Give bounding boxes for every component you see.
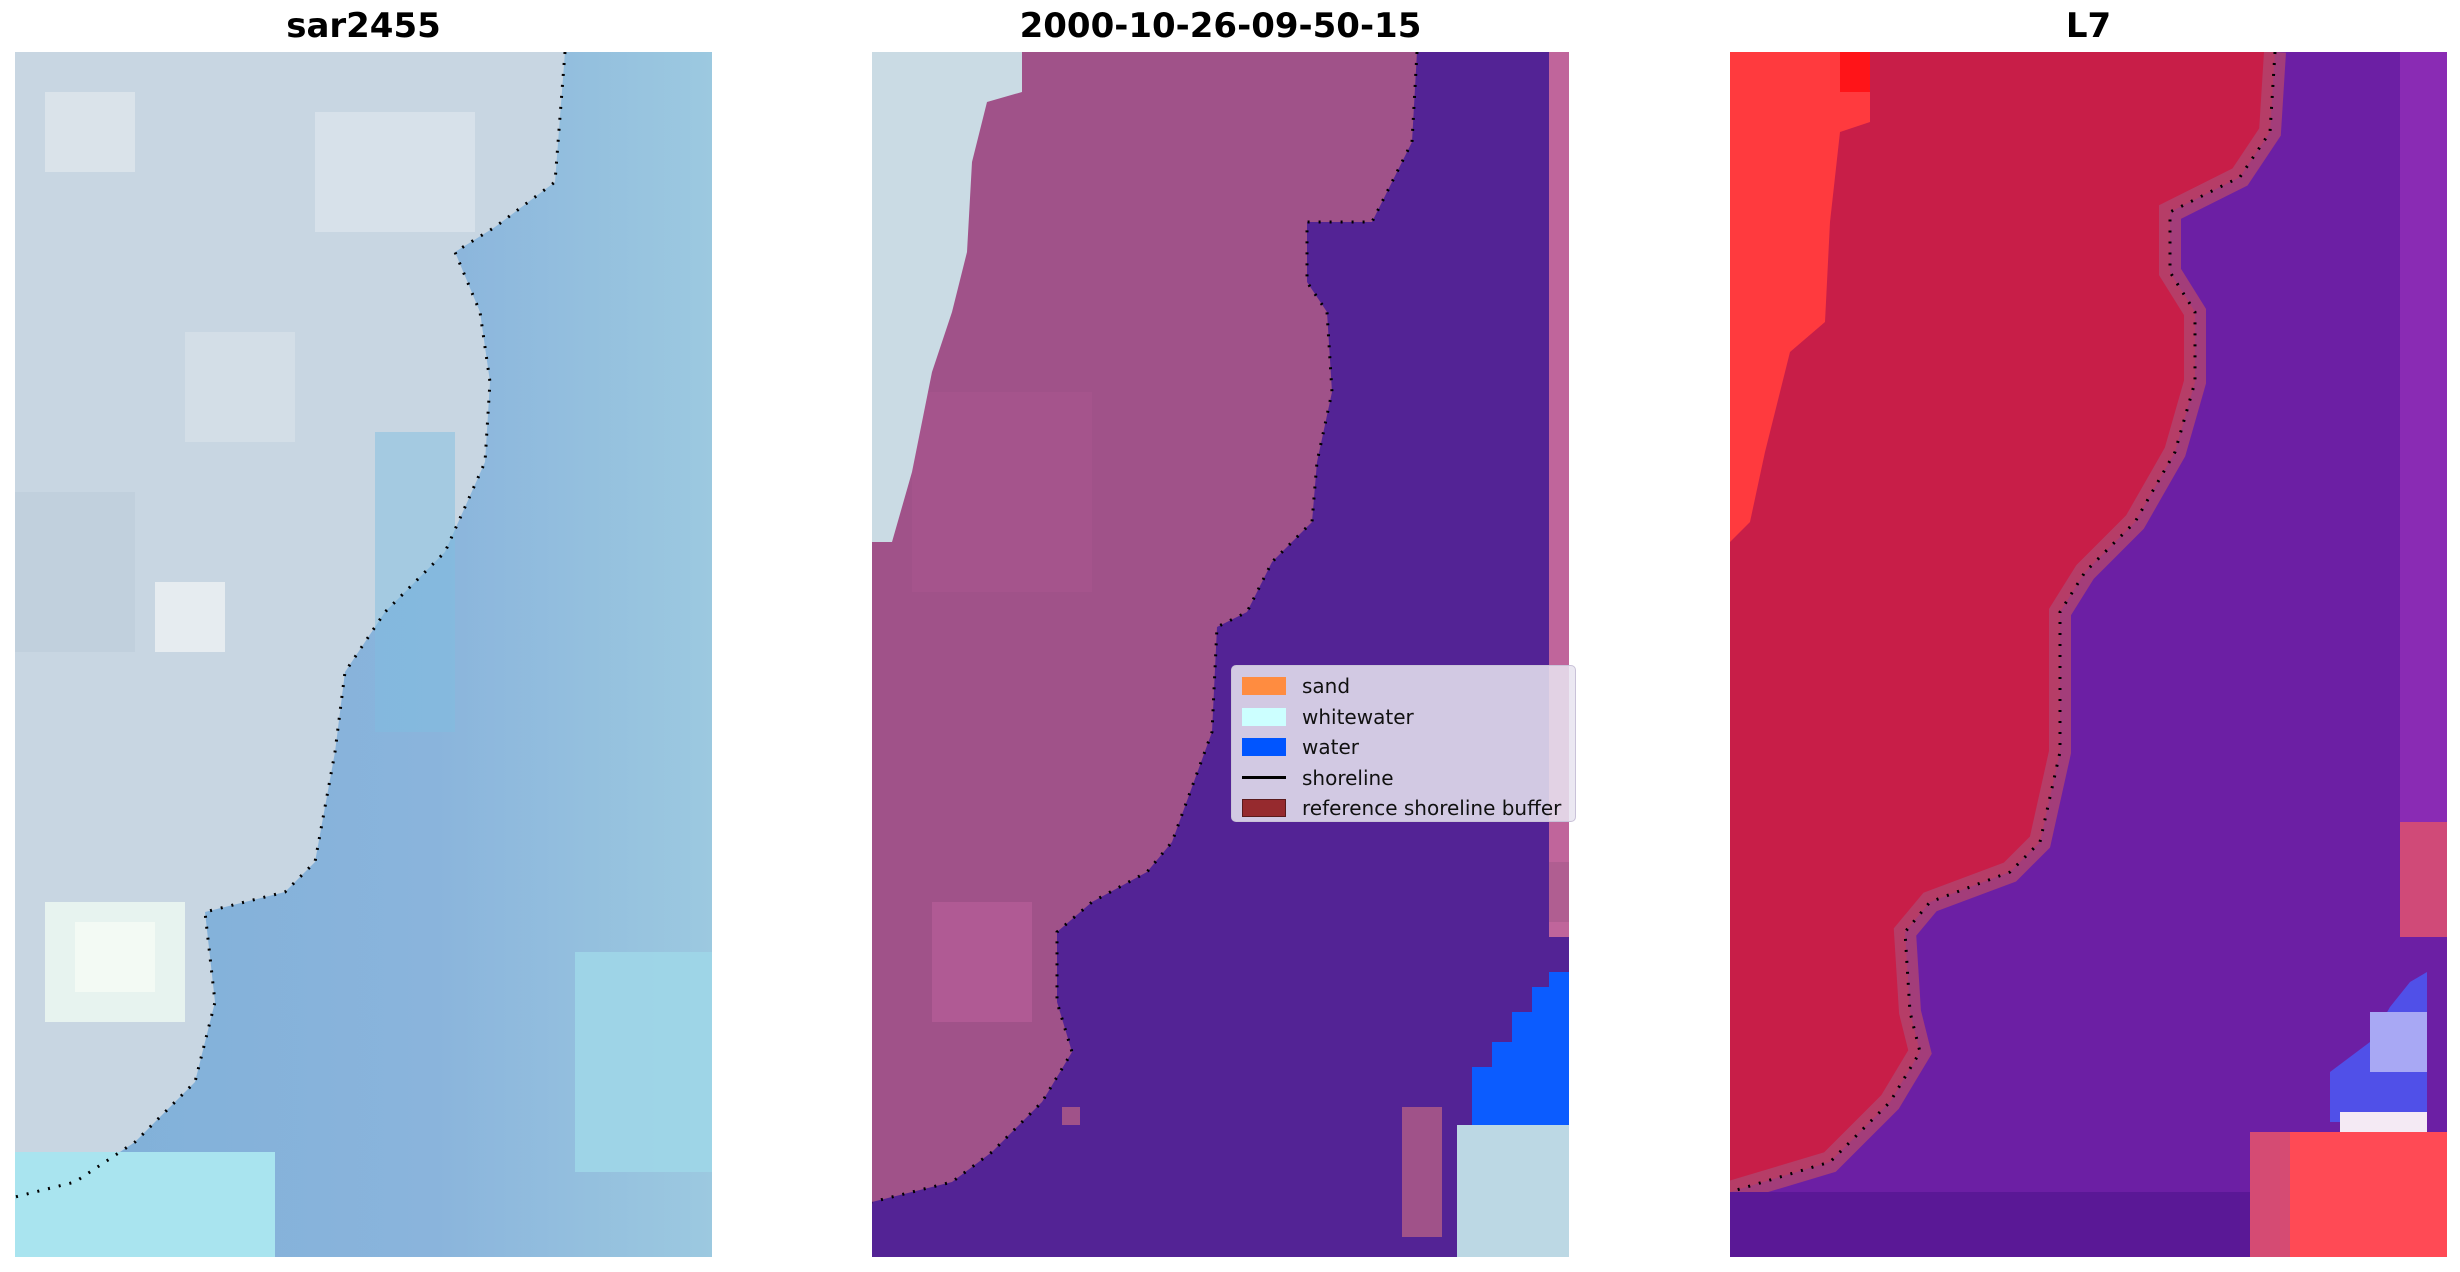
legend-label: reference shoreline buffer — [1302, 796, 1562, 821]
sar-image — [15, 52, 712, 1257]
l7-image — [1730, 52, 2447, 1257]
legend-label: whitewater — [1302, 704, 1414, 729]
sar-image-panel — [15, 52, 712, 1257]
panel-title-sar: sar2455 — [286, 6, 441, 46]
panel-title-date: 2000-10-26-09-50-15 — [1019, 6, 1422, 46]
legend-item-sand: sand — [1242, 671, 1565, 702]
legend-item-buffer: reference shoreline buffer — [1242, 793, 1565, 824]
legend-label: shoreline — [1302, 765, 1394, 790]
legend-swatch-shoreline — [1242, 776, 1286, 780]
legend: sand whitewater water shoreline referenc… — [1231, 665, 1576, 822]
classified-image-panel — [872, 52, 1569, 1257]
legend-item-shoreline: shoreline — [1242, 763, 1565, 794]
legend-item-water: water — [1242, 732, 1565, 763]
classified-image — [872, 52, 1569, 1257]
legend-swatch-water — [1242, 738, 1286, 757]
legend-item-whitewater: whitewater — [1242, 702, 1565, 733]
panel-title-l7: L7 — [2065, 6, 2112, 46]
l7-image-panel — [1730, 52, 2447, 1257]
legend-swatch-buffer — [1242, 799, 1286, 818]
legend-swatch-sand — [1242, 677, 1286, 696]
legend-label: water — [1302, 735, 1359, 760]
legend-label: sand — [1302, 674, 1351, 699]
legend-swatch-whitewater — [1242, 707, 1286, 726]
